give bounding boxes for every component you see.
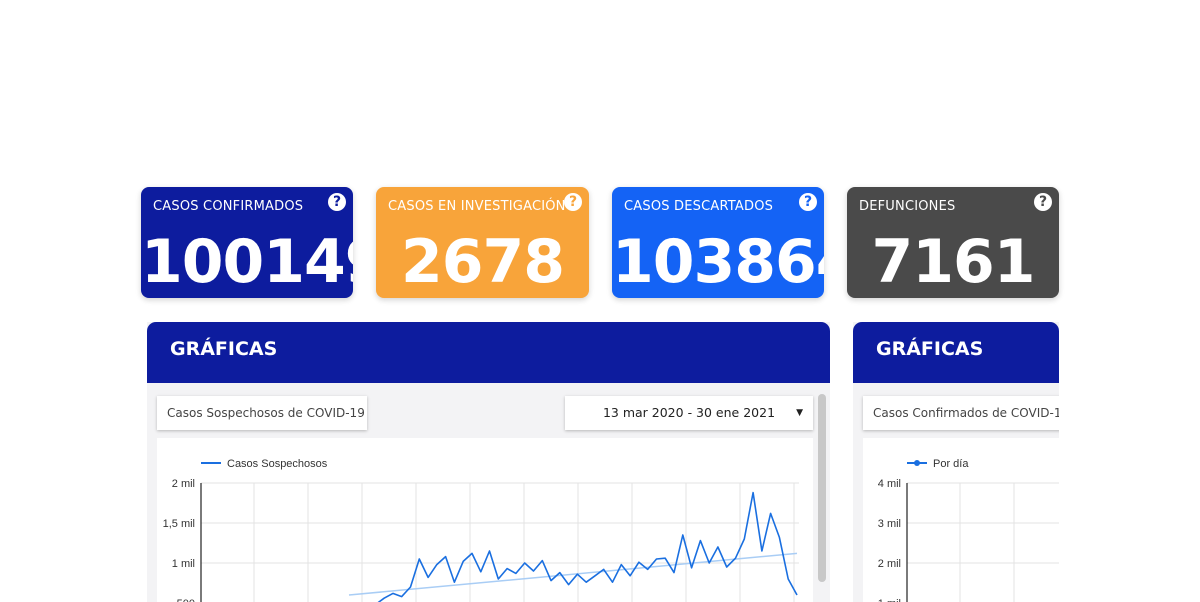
date-range-text: 13 mar 2020 - 30 ene 2021 <box>602 405 776 420</box>
suspected-cases-chart: 2 mil 1,5 mil 1 mil 500 Casos Sospechosos <box>163 458 799 602</box>
dropdown-arrow-icon: ▼ <box>796 408 803 418</box>
panel-title: GRÁFICAS <box>876 338 984 360</box>
y-tick-label: 2 mil <box>172 478 195 490</box>
card-title: CASOS EN INVESTIGACIÓN <box>388 199 566 214</box>
chart-title: Casos Sospechosos de COVID-19 <box>157 396 367 430</box>
date-range-picker[interactable]: 13 mar 2020 - 30 ene 2021 ▼ <box>565 396 813 430</box>
chart-title-text: Casos Confirmados de COVID-19 <box>873 406 1059 420</box>
question-circle-icon[interactable]: ? <box>799 193 817 211</box>
graphs-panel-confirmed: GRÁFICAS Casos Confirmados de COVID-19 4… <box>853 322 1059 602</box>
panel-header: GRÁFICAS <box>147 322 830 383</box>
panel-title: GRÁFICAS <box>170 338 278 360</box>
scrollbar[interactable] <box>818 394 826 582</box>
card-title: CASOS CONFIRMADOS <box>153 199 304 214</box>
trend-line <box>348 552 798 596</box>
card-value: 103864 <box>612 227 824 297</box>
chart-title-text: Casos Sospechosos de COVID-19 <box>167 406 365 420</box>
chart-area: 2 mil 1,5 mil 1 mil 500 Casos Sospechosos <box>157 438 813 602</box>
card-value: 100149 <box>141 227 353 297</box>
panel-header: GRÁFICAS <box>853 322 1059 383</box>
card-value: 7161 <box>871 227 1036 297</box>
y-tick-label: 3 mil <box>878 518 901 530</box>
y-tick-label: 4 mil <box>878 478 901 490</box>
legend-marker <box>914 460 920 466</box>
y-tick-label: 500 <box>177 598 195 602</box>
card-title: CASOS DESCARTADOS <box>624 199 774 214</box>
chart-title: Casos Confirmados de COVID-19 <box>863 396 1059 430</box>
y-tick-label: 1 mil <box>878 598 901 602</box>
chart-area: 4 mil 3 mil 2 mil 1 mil Por día <box>863 438 1059 602</box>
legend-label: Casos Sospechosos <box>227 458 328 470</box>
y-tick-label: 1,5 mil <box>163 518 195 530</box>
question-circle-icon[interactable]: ? <box>328 193 346 211</box>
legend-label: Por día <box>933 458 969 470</box>
card-value: 2678 <box>401 227 565 297</box>
confirmed-cases-chart: 4 mil 3 mil 2 mil 1 mil Por día <box>878 458 1059 602</box>
question-circle-icon[interactable]: ? <box>564 193 582 211</box>
card-investigation: CASOS EN INVESTIGACIÓN ? 2678 <box>376 187 589 298</box>
y-tick-label: 2 mil <box>878 558 901 570</box>
series-line <box>377 491 798 602</box>
card-title: DEFUNCIONES <box>859 199 956 214</box>
card-discarded: CASOS DESCARTADOS ? 103864 <box>612 187 824 298</box>
card-confirmed: CASOS CONFIRMADOS ? 100149 <box>141 187 353 298</box>
question-circle-icon[interactable]: ? <box>1034 193 1052 211</box>
graphs-panel-suspected: GRÁFICAS Casos Sospechosos de COVID-19 1… <box>147 322 830 602</box>
card-deaths: DEFUNCIONES ? 7161 <box>847 187 1059 298</box>
y-tick-label: 1 mil <box>172 558 195 570</box>
